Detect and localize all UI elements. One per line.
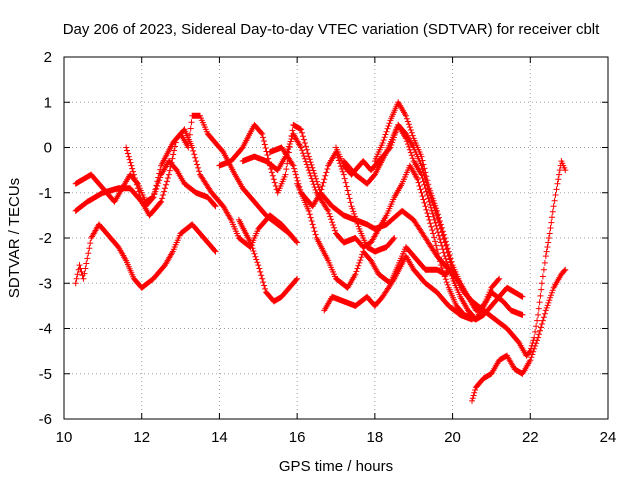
x-tick-label: 10 — [56, 429, 73, 446]
y-tick-label: -1 — [39, 185, 52, 202]
x-tick-label: 16 — [289, 429, 306, 446]
series-markers — [469, 266, 569, 404]
x-tick-label: 14 — [211, 429, 228, 446]
series-sat-m — [371, 99, 503, 314]
series-sat-b — [72, 221, 219, 291]
x-tick-label: 22 — [522, 429, 539, 446]
y-tick-label: -2 — [39, 230, 52, 247]
y-tick-label: -4 — [39, 321, 52, 338]
chart-title: Day 206 of 2023, Sidereal Day-to-day VTE… — [63, 21, 600, 38]
series-sat-d — [123, 126, 297, 251]
y-tick-label: -6 — [39, 411, 52, 428]
series-markers — [523, 158, 569, 359]
series-sat-j — [321, 253, 475, 323]
x-tick-label: 12 — [133, 429, 150, 446]
series-sat-f — [235, 216, 301, 305]
series-markers — [371, 99, 503, 314]
series-markers — [294, 180, 456, 291]
series-sat-h — [266, 144, 398, 255]
series-markers — [123, 126, 297, 251]
x-axis-ticks: 10 12 14 16 18 20 22 24 — [56, 57, 617, 446]
series-markers — [266, 144, 398, 255]
y-axis-label: SDTVAR / TECUs — [6, 178, 23, 298]
x-tick-label: 20 — [444, 429, 461, 446]
y-axis-ticks: -6 -5 -4 -3 -2 -1 0 1 2 — [39, 49, 608, 428]
y-tick-label: 2 — [44, 49, 52, 66]
series-markers — [72, 221, 219, 291]
series-sat-i — [294, 180, 456, 291]
y-tick-label: 0 — [44, 140, 52, 157]
y-tick-label: -3 — [39, 275, 52, 292]
series-sat-c — [72, 112, 301, 246]
x-tick-label: 24 — [600, 429, 617, 446]
x-axis-label: GPS time / hours — [279, 458, 393, 475]
series-markers — [72, 112, 301, 246]
series-sat-o — [523, 158, 569, 359]
series-markers — [235, 216, 301, 305]
x-tick-label: 18 — [367, 429, 384, 446]
series-markers — [321, 253, 475, 323]
series-sat-n — [469, 266, 569, 404]
y-tick-label: -5 — [39, 366, 52, 383]
data-series — [72, 99, 569, 404]
y-tick-label: 1 — [44, 94, 52, 111]
